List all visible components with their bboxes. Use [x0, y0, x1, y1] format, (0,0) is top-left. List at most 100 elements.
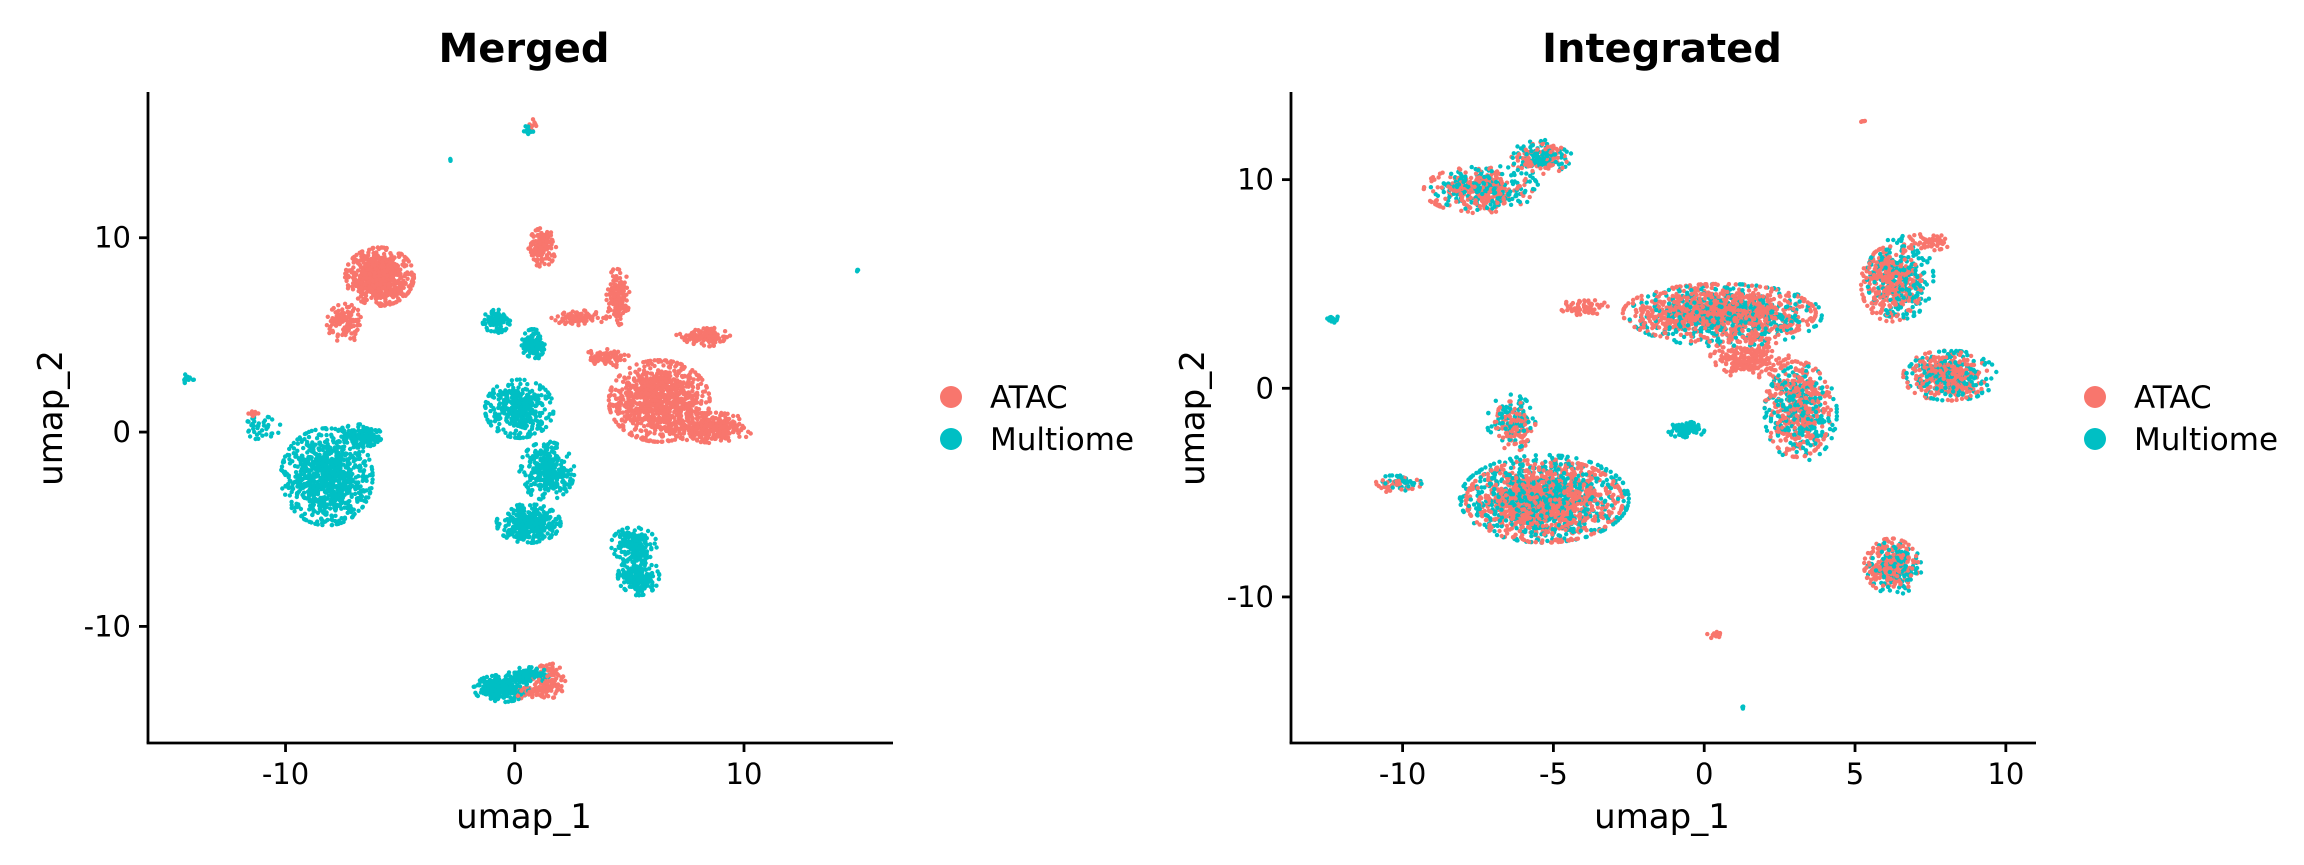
merged-point-multiome — [527, 503, 533, 508]
merged-point-atac — [608, 282, 613, 287]
merged-point-atac — [256, 411, 261, 416]
merged-point-atac — [676, 369, 681, 374]
merged-point-multiome — [501, 427, 506, 432]
merged-point-multiome — [569, 472, 574, 477]
merged-point-multiome — [514, 512, 519, 518]
merged-point-atac — [610, 268, 615, 274]
merged-point-atac — [648, 358, 653, 363]
merged-point-multiome — [512, 431, 517, 436]
merged-point-atac — [537, 262, 542, 267]
merged-point-atac — [704, 384, 709, 389]
merged-point-atac — [607, 393, 612, 398]
merged-point-multiome — [342, 505, 347, 510]
merged-point-atac — [576, 323, 581, 328]
merged-point-multiome — [501, 533, 506, 538]
merged-point-multiome — [543, 462, 549, 467]
merged-point-atac — [690, 384, 696, 390]
merged-point-multiome — [262, 418, 268, 423]
merged-point-multiome — [553, 531, 558, 536]
merged-point-atac — [394, 299, 399, 305]
merged-point-atac — [698, 381, 704, 386]
merged-point-multiome — [555, 495, 560, 501]
merged-point-multiome — [249, 423, 254, 428]
merged-point-multiome — [498, 323, 503, 329]
merged-point-multiome — [532, 502, 537, 507]
merged-point-multiome — [496, 330, 501, 335]
merged-point-multiome — [313, 521, 318, 526]
merged-point-multiome — [494, 384, 500, 389]
merged-point-multiome — [545, 523, 551, 528]
merged-point-multiome — [247, 434, 253, 439]
merged-point-multiome — [340, 425, 345, 430]
merged-point-multiome — [307, 507, 312, 512]
merged-point-atac — [707, 398, 712, 403]
merged-point-atac — [731, 413, 736, 419]
merged-point-atac — [666, 438, 672, 444]
merged-point-atac — [551, 695, 556, 700]
merged-point-multiome — [535, 334, 541, 340]
merged-point-multiome — [339, 434, 344, 439]
merged-point-atac — [638, 428, 643, 433]
merged-point-multiome — [495, 516, 500, 522]
merged-point-atac — [559, 689, 565, 694]
merged-title: Merged — [438, 26, 609, 72]
merged-point-atac — [680, 435, 685, 440]
merged-point-atac — [550, 661, 555, 666]
merged-point-multiome — [522, 331, 528, 336]
merged-point-multiome — [558, 522, 563, 528]
merged-point-atac — [681, 400, 686, 406]
merged-point-multiome — [492, 698, 498, 704]
merged-point-atac — [659, 359, 664, 364]
merged-point-atac — [329, 307, 335, 312]
merged-point-multiome — [525, 540, 530, 545]
merged-point-atac — [624, 292, 629, 297]
merged-point-atac — [690, 368, 695, 373]
merged-point-multiome — [629, 566, 634, 571]
merged-point-multiome — [537, 539, 542, 544]
merged-point-multiome — [614, 554, 620, 559]
merged-point-multiome — [256, 436, 261, 441]
merged-point-atac — [549, 237, 554, 242]
merged-point-multiome — [309, 520, 314, 525]
merged-point-multiome — [616, 529, 622, 534]
merged-point-multiome — [649, 545, 654, 551]
merged-point-atac — [702, 411, 707, 416]
merged-point-atac — [691, 377, 696, 382]
merged-point-atac — [542, 261, 547, 267]
merged-point-atac — [345, 325, 351, 330]
merged-point-multiome — [568, 476, 573, 481]
merged-point-multiome — [377, 429, 383, 434]
merged-point-atac — [663, 358, 668, 363]
merged-point-multiome — [289, 505, 294, 511]
merged-point-multiome — [506, 532, 511, 537]
merged-point-multiome — [295, 441, 300, 446]
merged-point-multiome — [650, 583, 655, 589]
merged-point-atac — [622, 352, 627, 357]
merged-point-multiome — [324, 432, 329, 438]
merged-point-atac — [335, 338, 340, 343]
merged-point-multiome — [317, 506, 322, 512]
merged-point-multiome — [568, 467, 574, 472]
merged-point-multiome — [507, 322, 512, 327]
merged-point-multiome — [296, 504, 301, 509]
merged-point-atac — [351, 265, 356, 270]
merged-point-multiome — [549, 396, 554, 401]
merged-point-atac — [670, 359, 676, 364]
merged-point-multiome — [617, 533, 623, 538]
merged-point-multiome — [511, 385, 516, 391]
merged-point-multiome — [491, 406, 496, 411]
merged-point-multiome — [517, 377, 522, 382]
merged-point-atac — [595, 315, 600, 321]
merged-point-atac — [357, 250, 362, 255]
merged-point-multiome — [566, 451, 572, 456]
merged-point-atac — [336, 303, 341, 308]
merged-point-multiome — [281, 458, 286, 464]
merged-point-multiome — [283, 492, 288, 497]
merged-point-atac — [341, 330, 346, 335]
merged-point-atac — [659, 439, 664, 444]
merged-point-multiome — [316, 432, 321, 438]
merged-point-atac — [652, 439, 657, 444]
merged-point-multiome — [618, 545, 623, 551]
